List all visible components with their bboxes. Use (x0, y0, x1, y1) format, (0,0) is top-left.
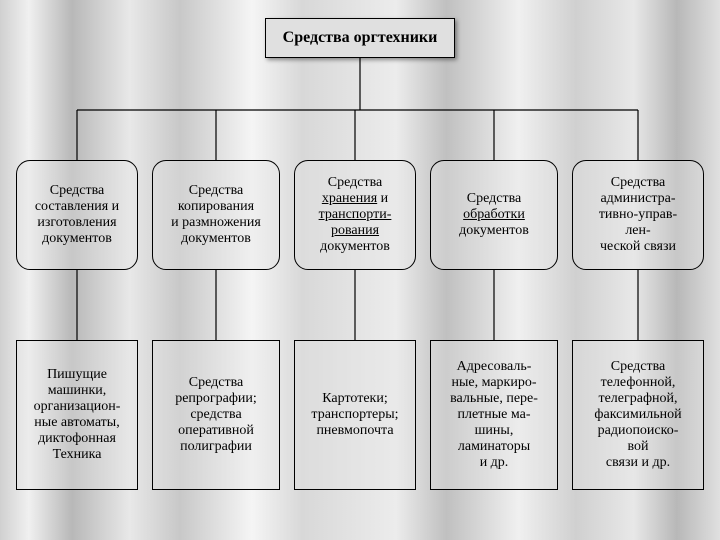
bot-line: Картотеки; (322, 391, 387, 407)
mid-node-0: Средства составления и изготовления доку… (16, 160, 138, 270)
mid-line: тивно-управ- (599, 207, 677, 223)
bot-line: связи и др. (606, 455, 670, 471)
bot-line: Адресоваль- (457, 359, 532, 375)
title-node: Средства оргтехники (265, 18, 455, 58)
bot-line: оперативной (178, 423, 254, 439)
bot-line: репрографии; (175, 391, 257, 407)
mid-node-3: Средства обработки документов (430, 160, 558, 270)
mid-line: администра- (600, 191, 675, 207)
mid-line: Средства (467, 191, 521, 207)
bot-line: пневмопочта (316, 423, 393, 439)
mid-line: Средства (189, 183, 243, 199)
bot-line: вой (627, 439, 648, 455)
mid-line: копирования (178, 199, 254, 215)
bot-line: Средства (189, 375, 243, 391)
mid-node-2: Средства хранения и транспорти- рования … (294, 160, 416, 270)
bot-line: телефонной, (601, 375, 676, 391)
mid-node-4: Средства администра- тивно-управ- лен- ч… (572, 160, 704, 270)
mid-line: лен- (625, 223, 650, 239)
bot-line: организацион- (34, 399, 121, 415)
bot-node-4: Средства телефонной, телеграфной, факсим… (572, 340, 704, 490)
mid-line: обработки (463, 207, 525, 223)
bot-line: плетные ма- (457, 407, 530, 423)
mid-line: хранения и (322, 191, 388, 207)
mid-line: документов (459, 223, 529, 239)
bot-line: ные автоматы, (34, 415, 119, 431)
bot-line: шины, (475, 423, 514, 439)
bot-line: машинки, (48, 383, 107, 399)
title-text: Средства оргтехники (283, 29, 438, 47)
bot-node-1: Средства репрографии; средства оперативн… (152, 340, 280, 490)
bot-line: телеграфной, (598, 391, 677, 407)
bot-node-0: Пишущие машинки, организацион- ные автом… (16, 340, 138, 490)
bot-line: и др. (480, 455, 509, 471)
mid-line: документов (320, 239, 390, 255)
mid-line: Средства (50, 183, 104, 199)
bot-line: ламинаторы (458, 439, 530, 455)
bot-node-3: Адресоваль- ные, маркиро- вальные, пере-… (430, 340, 558, 490)
mid-line: документов (181, 231, 251, 247)
mid-line: рования (331, 223, 379, 239)
bot-line: Средства (611, 359, 665, 375)
bot-line: Техника (53, 447, 102, 463)
mid-line: документов (42, 231, 112, 247)
bot-line: средства (190, 407, 241, 423)
mid-line: и размножения (171, 215, 261, 231)
bot-line: факсимильной (594, 407, 681, 423)
bot-line: радиопоиско- (598, 423, 679, 439)
mid-line: Средства (328, 175, 382, 191)
mid-line: ческой связи (600, 239, 676, 255)
mid-line: Средства (611, 175, 665, 191)
bot-node-2: Картотеки; транспортеры; пневмопочта (294, 340, 416, 490)
bot-line: диктофонная (38, 431, 116, 447)
bot-line: ные, маркиро- (451, 375, 536, 391)
bot-line: полиграфии (180, 439, 252, 455)
bot-line: транспортеры; (311, 407, 398, 423)
mid-node-1: Средства копирования и размножения докум… (152, 160, 280, 270)
mid-line: транспорти- (319, 207, 392, 223)
mid-line: изготовления (37, 215, 116, 231)
bot-line: Пишущие (47, 367, 107, 383)
mid-line: составления и (35, 199, 119, 215)
bot-line: вальные, пере- (450, 391, 538, 407)
